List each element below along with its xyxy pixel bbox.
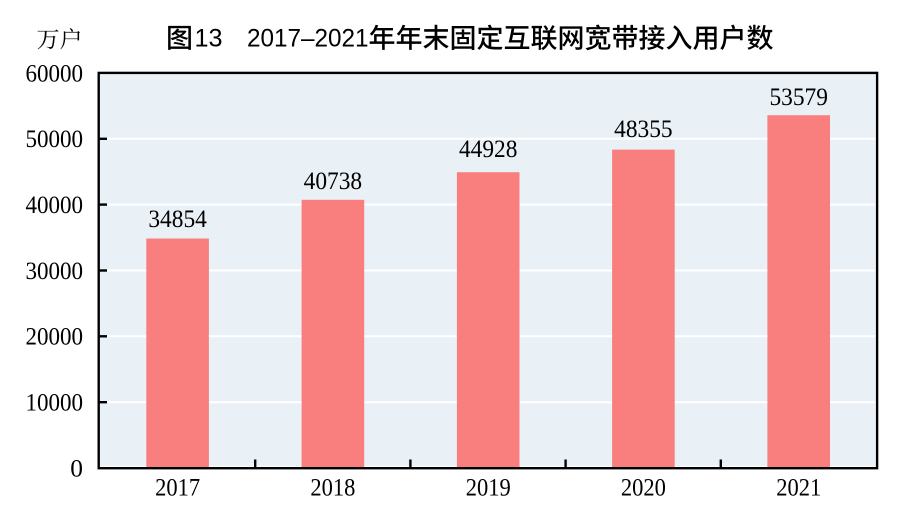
svg-text:34854: 34854 xyxy=(148,205,207,233)
svg-text:2018: 2018 xyxy=(310,474,355,502)
svg-text:2019: 2019 xyxy=(466,474,511,502)
svg-text:44928: 44928 xyxy=(459,135,518,163)
svg-text:30000: 30000 xyxy=(26,257,84,285)
svg-text:2017–2021: 2017–2021 xyxy=(247,26,369,53)
svg-text:10000: 10000 xyxy=(26,389,84,417)
svg-text:0: 0 xyxy=(70,454,83,482)
svg-text:53579: 53579 xyxy=(769,83,828,111)
svg-text:2017: 2017 xyxy=(155,474,200,502)
svg-text:48355: 48355 xyxy=(614,115,673,143)
svg-text:60000: 60000 xyxy=(26,59,84,87)
svg-text:50000: 50000 xyxy=(26,125,84,153)
svg-text:2020: 2020 xyxy=(621,474,666,502)
svg-text:20000: 20000 xyxy=(26,323,84,351)
svg-text:40000: 40000 xyxy=(26,191,84,219)
svg-text:13: 13 xyxy=(195,26,223,53)
svg-text:2021: 2021 xyxy=(776,474,821,502)
svg-text:40738: 40738 xyxy=(304,167,363,195)
